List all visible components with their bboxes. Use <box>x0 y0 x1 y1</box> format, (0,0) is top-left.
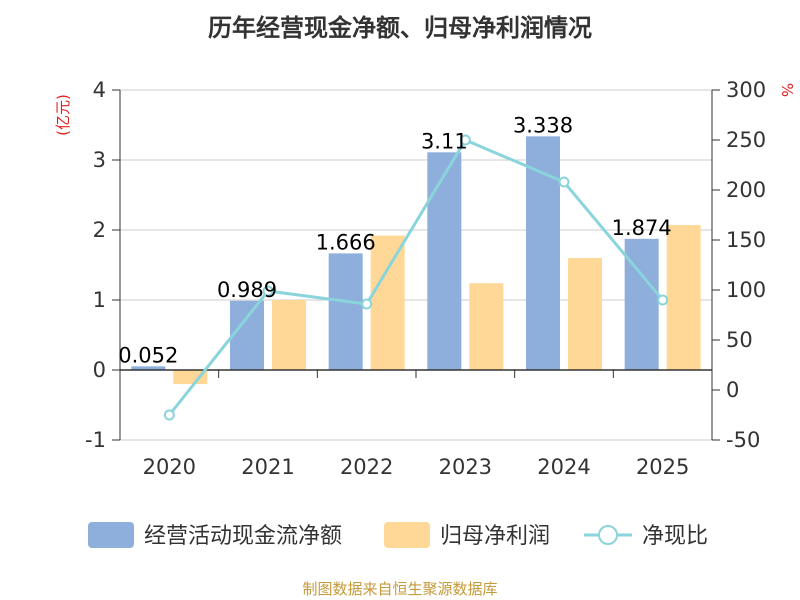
x-tick-label: 2025 <box>636 455 689 479</box>
legend-swatch-cash-flow <box>88 522 134 548</box>
bar-cash-flow <box>526 136 560 370</box>
legend-swatch-ratio-marker <box>598 525 618 545</box>
x-tick-label: 2021 <box>241 455 294 479</box>
axes: -1 0 1 2 3 4 (亿元) -50 0 50 100 150 200 250 300 % 2020 202… <box>54 78 796 479</box>
bars <box>131 136 701 384</box>
right-tick-label: 100 <box>726 278 766 302</box>
right-tick-label: 150 <box>726 228 766 252</box>
ratio-point <box>558 176 570 188</box>
ratio-line <box>163 134 669 421</box>
source-note: 制图数据来自恒生聚源数据库 <box>302 580 498 598</box>
bar-net-profit <box>173 370 208 384</box>
data-label-cash-flow: 0.052 <box>118 343 178 367</box>
legend: 经营活动现金流净额 归母净利润 净现比 <box>88 522 708 549</box>
x-tick-label: 2022 <box>340 455 393 479</box>
left-tick-label: 4 <box>93 78 106 102</box>
right-tick-label: 0 <box>726 378 739 402</box>
legend-label-net-profit: 归母净利润 <box>440 524 550 549</box>
data-label-cash-flow: 0.989 <box>217 278 277 302</box>
legend-swatch-net-profit <box>384 522 430 548</box>
right-tick-label: -50 <box>726 428 760 452</box>
left-tick-label: -1 <box>85 428 106 452</box>
right-tick-label: 250 <box>726 128 766 152</box>
legend-label-cash-flow: 经营活动现金流净额 <box>144 524 342 549</box>
right-tick-label: 300 <box>726 78 766 102</box>
bar-net-profit <box>370 235 405 370</box>
bar-net-profit <box>272 300 306 370</box>
ratio-point <box>459 134 471 146</box>
bar-net-profit <box>469 283 504 370</box>
gridlines <box>120 89 712 441</box>
legend-label-ratio: 净现比 <box>642 524 708 549</box>
data-label-cash-flow: 1.666 <box>316 230 376 254</box>
data-label-cash-flow: 3.338 <box>513 113 573 137</box>
bar-cash-flow <box>427 152 462 370</box>
chart-title: 历年经营现金净额、归母净利润情况 <box>208 14 592 42</box>
right-unit-label: % <box>778 83 796 97</box>
bar-net-profit <box>568 258 602 370</box>
bar-cash-flow <box>131 366 166 370</box>
x-tick-label: 2020 <box>143 455 196 479</box>
x-tick-label: 2023 <box>439 455 492 479</box>
bar-cash-flow <box>328 253 363 370</box>
data-labels: 0.052 0.989 1.666 3.11 3.338 1.874 <box>118 113 671 367</box>
bar-cash-flow <box>230 300 264 370</box>
ratio-point <box>657 294 669 306</box>
ratio-point <box>262 285 274 297</box>
left-tick-label: 1 <box>93 288 106 312</box>
data-label-cash-flow: 3.11 <box>421 129 468 153</box>
right-tick-label: 50 <box>726 328 753 352</box>
bar-net-profit <box>666 225 701 370</box>
left-tick-label: 0 <box>93 358 106 382</box>
left-tick-label: 2 <box>93 218 106 242</box>
ratio-point <box>361 298 373 310</box>
right-tick-label: 200 <box>726 178 766 202</box>
left-unit-label: (亿元) <box>54 94 72 136</box>
ratio-polyline <box>168 138 664 416</box>
data-label-cash-flow: 1.874 <box>612 216 672 240</box>
x-tick-label: 2024 <box>537 455 590 479</box>
left-tick-label: 3 <box>93 148 106 172</box>
ratio-point <box>163 409 175 421</box>
